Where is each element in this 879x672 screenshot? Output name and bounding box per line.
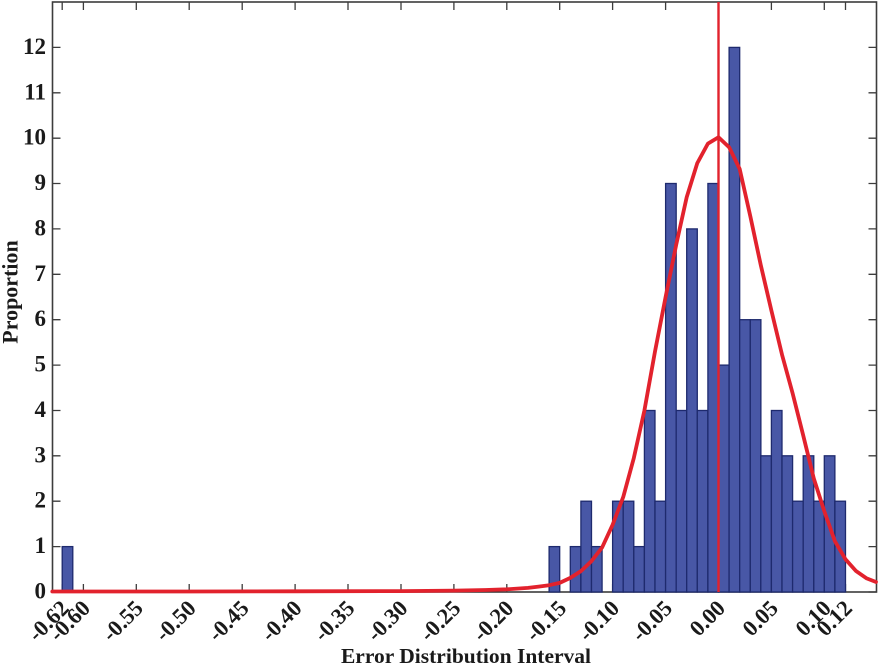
svg-text:10: 10 [23,125,46,150]
svg-text:2: 2 [35,488,47,513]
svg-text:0: 0 [35,579,47,604]
svg-text:11: 11 [24,79,46,104]
svg-text:3: 3 [35,442,47,467]
svg-text:6: 6 [35,306,47,331]
svg-text:12: 12 [23,34,46,59]
svg-text:4: 4 [35,397,47,422]
svg-text:8: 8 [35,215,47,240]
svg-text:Proportion: Proportion [0,240,23,343]
svg-text:Error Distribution Interval: Error Distribution Interval [341,644,591,667]
svg-text:5: 5 [35,352,47,377]
svg-text:1: 1 [35,533,47,558]
svg-text:9: 9 [35,170,47,195]
svg-text:7: 7 [35,261,47,286]
